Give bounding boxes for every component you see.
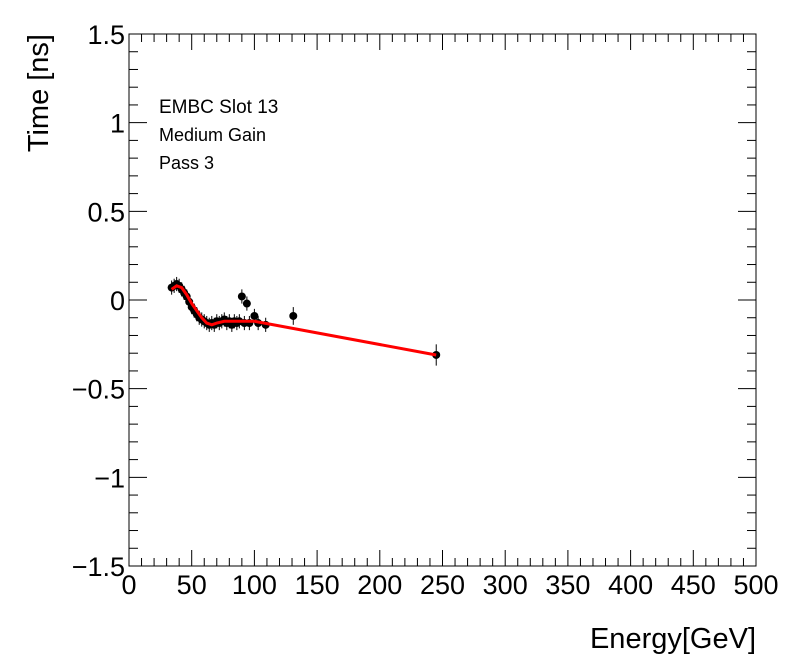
annotation-title: EMBC Slot 13 — [159, 97, 278, 118]
y-tick-label: −1.5 — [72, 552, 125, 582]
x-tick-label: 150 — [295, 570, 340, 600]
annotation-gain: Medium Gain — [159, 125, 266, 145]
x-tick-label: 400 — [608, 570, 653, 600]
fit-line — [170, 284, 437, 357]
x-tick-label: 500 — [733, 570, 778, 600]
x-tick-label: 0 — [121, 570, 136, 600]
x-tick-label: 200 — [357, 570, 402, 600]
x-tick-label: 50 — [177, 570, 207, 600]
y-tick-label: 1.5 — [87, 20, 125, 50]
x-axis-title: Energy[GeV] — [590, 623, 756, 655]
data-point — [289, 311, 298, 320]
x-axis-tick-labels: 0 50 100 150 200 250 300 350 400 450 500 — [121, 570, 778, 600]
y-tick-label: 0.5 — [87, 197, 125, 227]
x-tick-label: 250 — [420, 570, 465, 600]
y-tick-label: 0 — [110, 286, 125, 316]
data-point — [242, 299, 251, 308]
x-axis-ticks — [128, 34, 757, 566]
x-tick-label: 300 — [483, 570, 528, 600]
y-tick-label: −0.5 — [72, 375, 125, 405]
data-point — [250, 311, 259, 320]
x-tick-label: 350 — [545, 570, 590, 600]
y-axis-tick-labels: −1.5 −1 −0.5 0 0.5 1 1.5 — [72, 20, 125, 582]
data-point — [432, 350, 441, 359]
x-tick-label: 100 — [232, 570, 277, 600]
y-axis-ticks — [129, 33, 756, 567]
annotation-pass: Pass 3 — [159, 153, 214, 173]
y-tick-label: −1 — [94, 463, 125, 493]
x-tick-label: 450 — [671, 570, 716, 600]
y-tick-label: 1 — [110, 109, 125, 139]
y-axis-title: Time [ns] — [23, 34, 55, 152]
data-point — [237, 292, 246, 301]
